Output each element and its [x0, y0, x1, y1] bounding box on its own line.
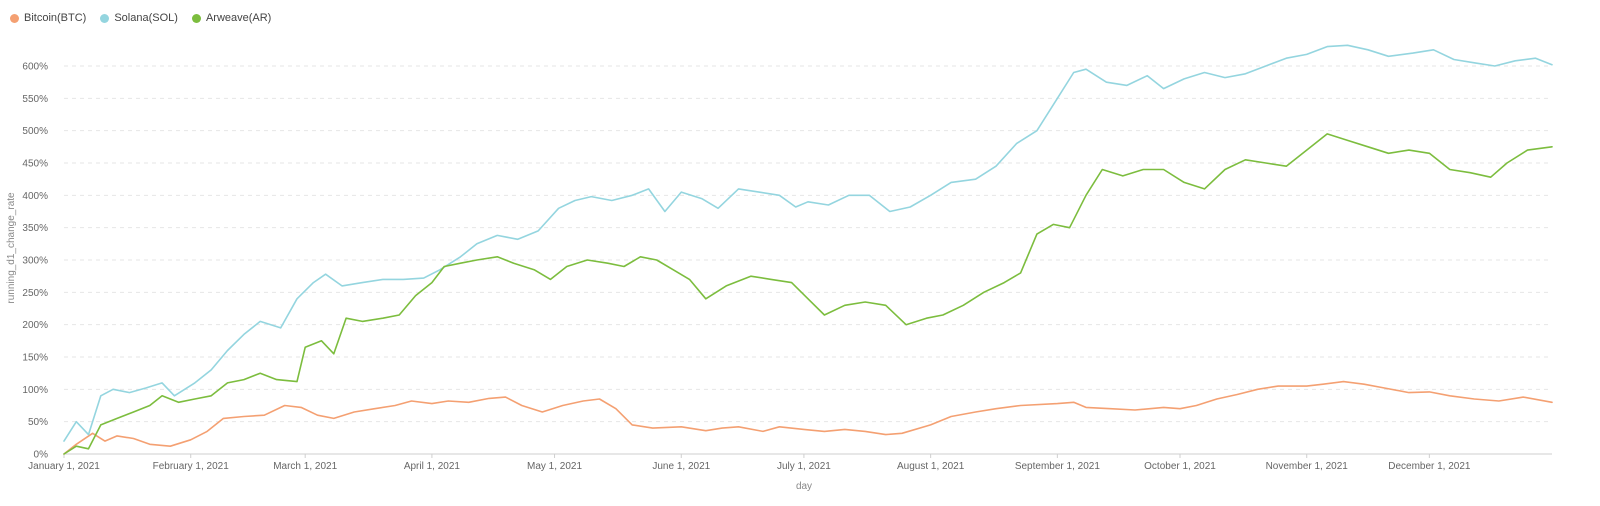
- legend-dot-solana: [100, 13, 110, 23]
- x-tick-label: January 1, 2021: [28, 461, 100, 472]
- y-tick-label: 50%: [28, 417, 48, 428]
- y-axis-title: running_d1_change_rate: [6, 192, 17, 304]
- x-tick-label: March 1, 2021: [273, 461, 337, 472]
- y-tick-label: 250%: [22, 288, 48, 299]
- x-tick-label: May 1, 2021: [527, 461, 582, 472]
- series-line-bitcoin-btc[interactable]: [63, 380, 1553, 455]
- legend-label: Solana(SOL): [114, 12, 178, 24]
- x-tick-label: April 1, 2021: [404, 461, 461, 472]
- y-tick-label: 300%: [22, 256, 48, 267]
- legend-item-arweave[interactable]: Arweave(AR): [191, 12, 272, 24]
- y-tick-label: 350%: [22, 223, 48, 234]
- series: [63, 44, 1553, 455]
- y-tick-label: 100%: [22, 385, 48, 396]
- y-tick-label: 0%: [34, 450, 49, 461]
- x-tick-label: September 1, 2021: [1015, 461, 1100, 472]
- y-tick-label: 550%: [22, 94, 48, 105]
- legend-item-solana[interactable]: Solana(SOL): [100, 12, 178, 24]
- y-tick-label: 400%: [22, 191, 48, 202]
- legend-label: Arweave(AR): [205, 12, 272, 24]
- legend-item-bitcoin[interactable]: Bitcoin(BTC): [10, 12, 86, 24]
- legend-dot-arweave: [191, 13, 201, 23]
- legend: Bitcoin(BTC) Solana(SOL) Arweave(AR): [10, 12, 271, 24]
- series-line-arweave-ar[interactable]: [63, 133, 1553, 455]
- legend-dot-bitcoin: [10, 13, 19, 23]
- x-axis-ticks: January 1, 2021 February 1, 2021 March 1, …: [28, 454, 1471, 472]
- y-tick-label: 500%: [22, 126, 48, 137]
- x-tick-label: June 1, 2021: [652, 461, 710, 472]
- y-tick-label: 450%: [22, 159, 48, 170]
- x-tick-label: August 1, 2021: [897, 461, 965, 472]
- x-tick-label: December 1, 2021: [1388, 461, 1471, 472]
- y-tick-label: 600%: [22, 62, 48, 73]
- x-axis-title: day: [796, 481, 812, 492]
- y-tick-label: 200%: [22, 320, 48, 331]
- y-axis-ticks: 0% 50% 100% 150% 200% 250% 300% 350% 400% 450% 500…: [22, 62, 48, 461]
- x-tick-label: February 1, 2021: [153, 461, 230, 472]
- y-tick-label: 150%: [22, 353, 48, 364]
- x-tick-label: November 1, 2021: [1266, 461, 1349, 472]
- x-tick-label: July 1, 2021: [777, 461, 831, 472]
- x-tick-label: October 1, 2021: [1144, 461, 1216, 472]
- grid: [64, 65, 1552, 423]
- series-line-solana-sol[interactable]: [63, 44, 1553, 442]
- legend-label: Bitcoin(BTC): [24, 12, 87, 24]
